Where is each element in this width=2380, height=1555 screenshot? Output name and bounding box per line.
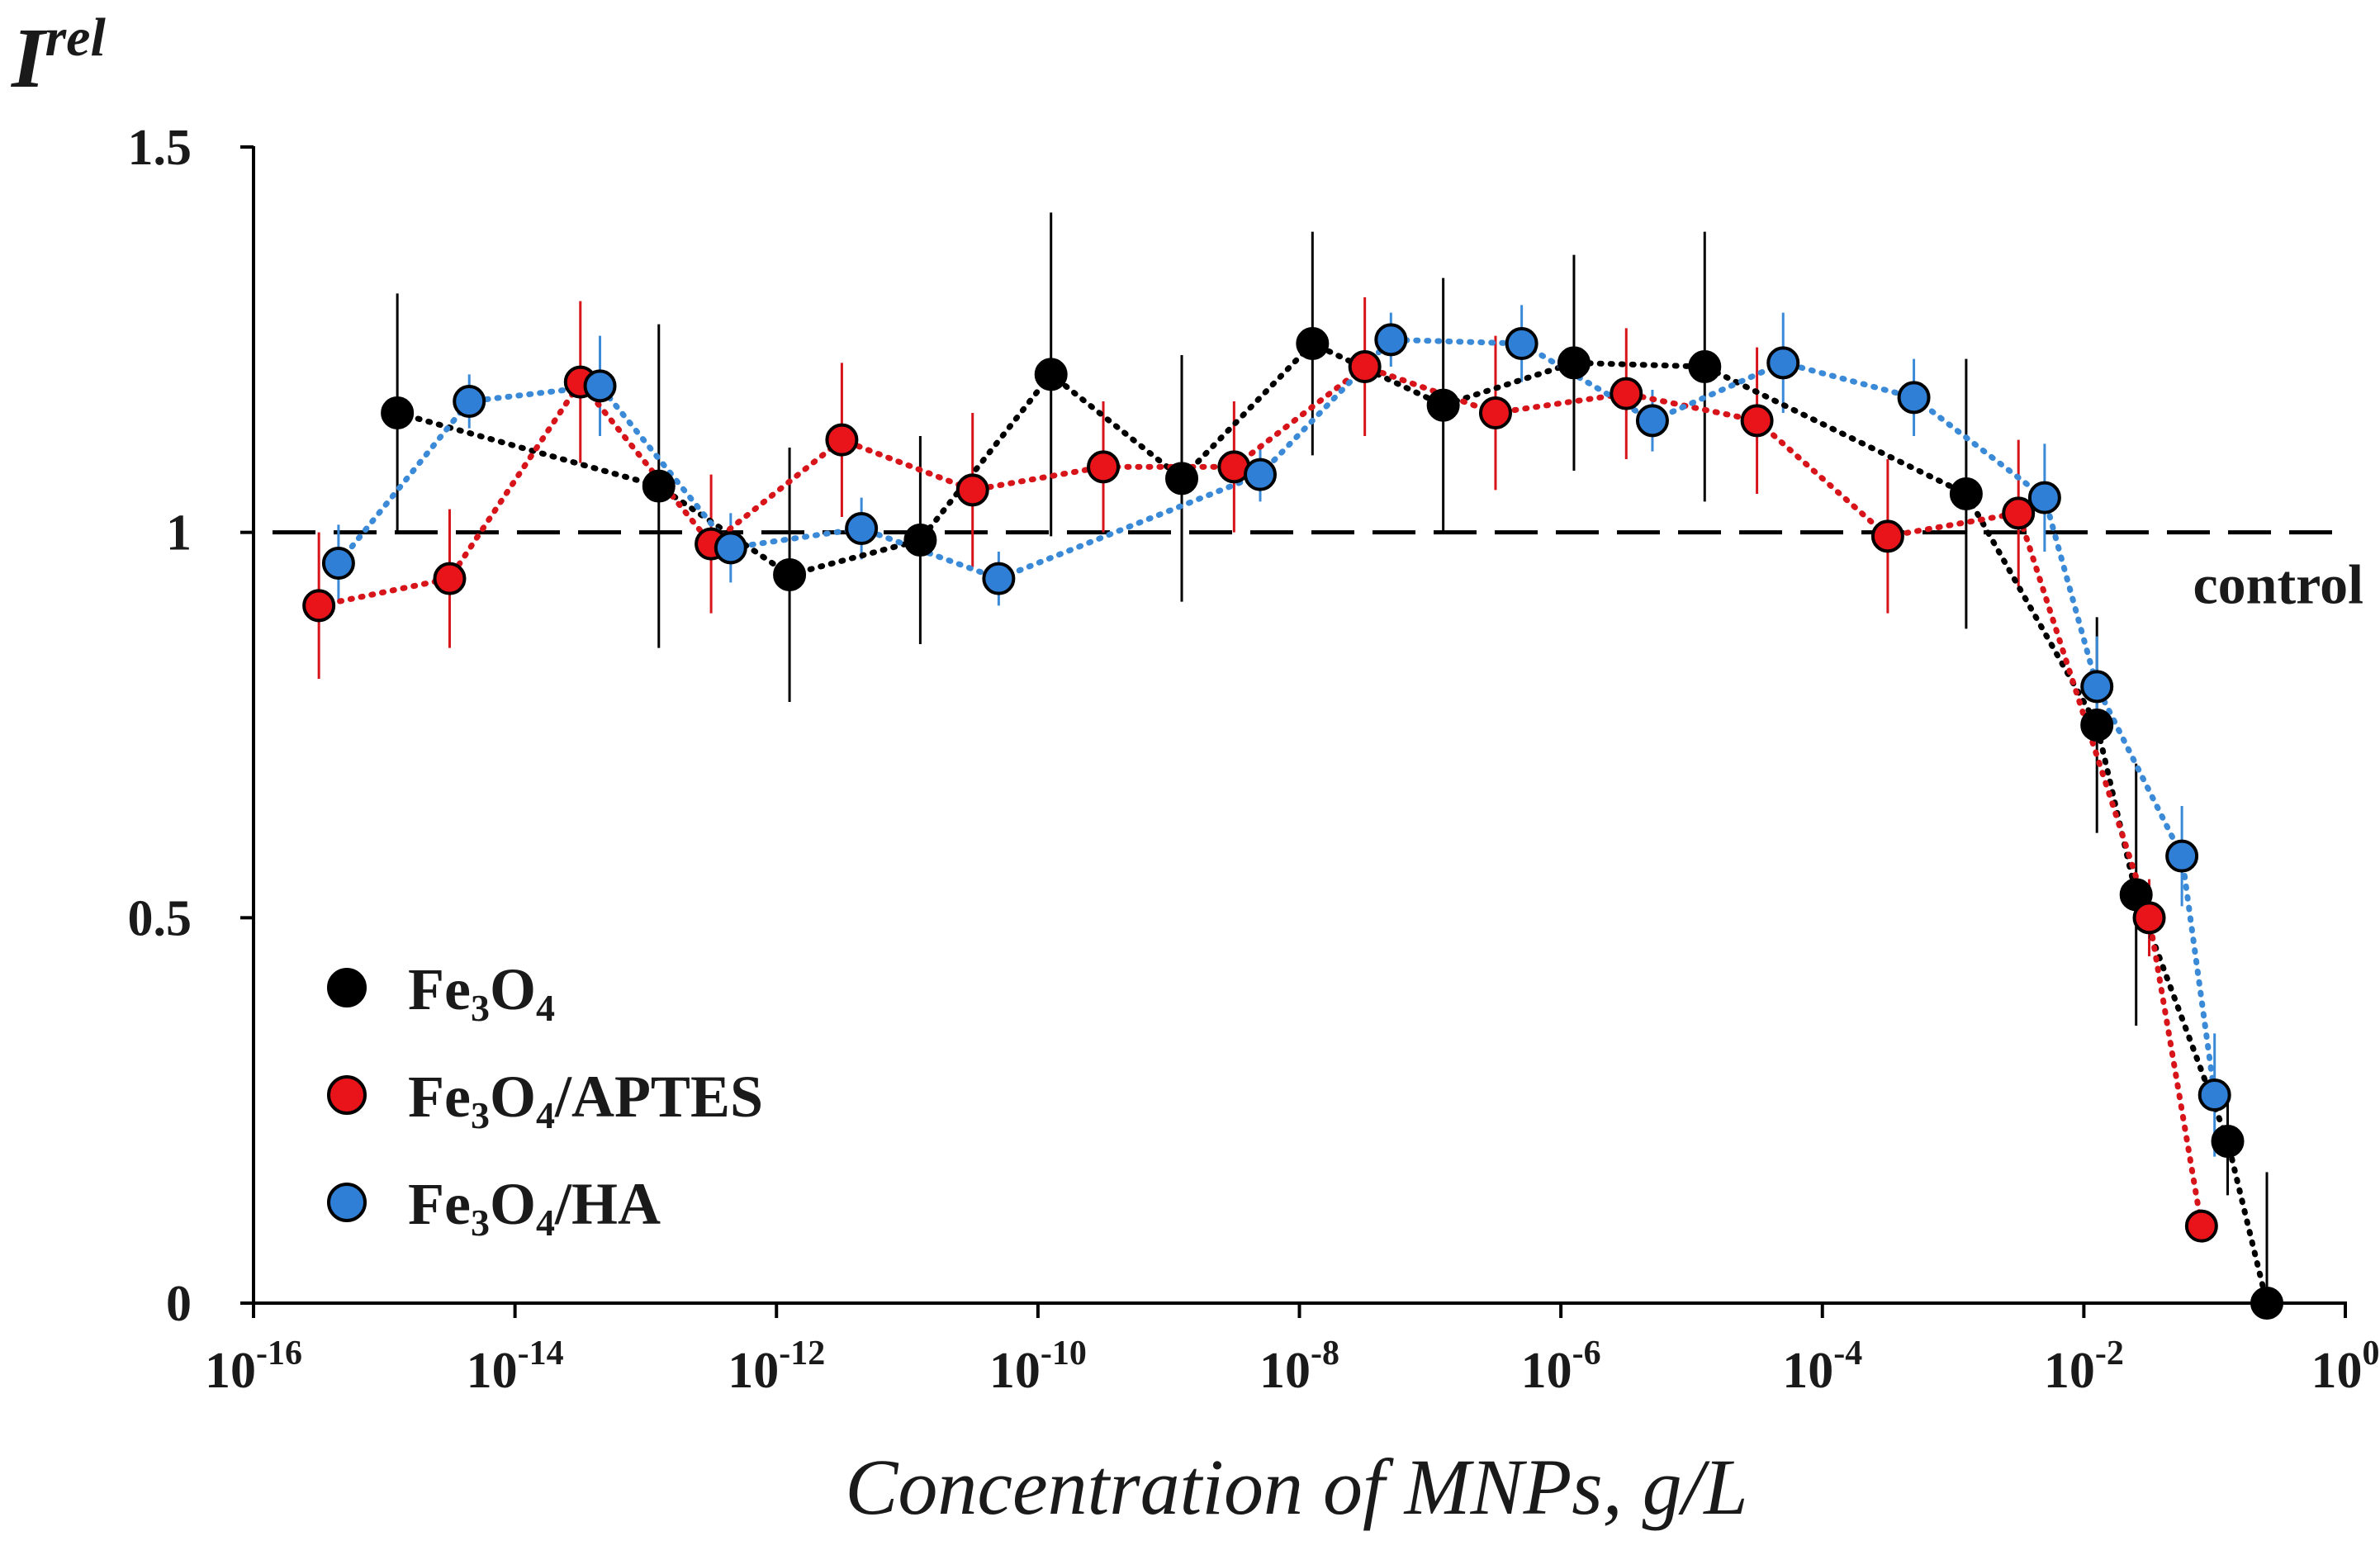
series-markers-2 [321, 323, 2231, 1112]
data-point [302, 589, 336, 623]
data-point [773, 558, 807, 591]
series-line-0 [394, 339, 2270, 1306]
data-point [2002, 496, 2036, 530]
data-point [1034, 358, 1068, 391]
series-line-1 [315, 363, 2205, 1230]
series-layer [302, 212, 2284, 1320]
data-point [1740, 404, 1774, 438]
data-point [2250, 1287, 2284, 1320]
data-point [1870, 519, 1904, 553]
data-point [1635, 404, 1669, 438]
data-point [1766, 346, 1800, 380]
legend: Fe3O4 Fe3O4/APTES Fe3O4/HA [327, 956, 763, 1244]
data-point [1688, 350, 1722, 383]
data-point [2165, 839, 2199, 873]
data-point [1897, 381, 1931, 415]
data-point [903, 524, 937, 557]
data-point [1478, 396, 1512, 429]
series-errorbars-0 [396, 212, 2269, 1303]
data-point [453, 385, 486, 418]
data-point [955, 473, 989, 507]
x-tick-label: 10-12 [728, 1335, 825, 1399]
x-tick-label: 10-10 [989, 1335, 1087, 1399]
control-label: control [2193, 553, 2364, 616]
data-point [2027, 481, 2061, 514]
x-tick-label: 10-4 [1782, 1335, 1862, 1399]
series-line-2 [335, 336, 2218, 1098]
data-point [982, 562, 1016, 595]
y-tick-label: 1 [166, 505, 192, 562]
legend-marker [327, 1183, 367, 1222]
data-point [1557, 346, 1591, 380]
data-point [321, 547, 355, 580]
data-point [1426, 388, 1460, 422]
data-point [2132, 901, 2166, 935]
x-tick-label: 10-8 [1259, 1335, 1339, 1399]
data-point [1374, 323, 1408, 357]
x-tick-label: 10-2 [2044, 1335, 2124, 1399]
series-markers-1 [302, 350, 2218, 1243]
y-axis-title: Irel [10, 7, 106, 106]
data-point [1244, 457, 1278, 491]
x-axis-title: Concentration of MNPs, g/L [845, 1443, 1747, 1531]
legend-label: Fe3O4/HA [408, 1171, 661, 1244]
data-point [1505, 327, 1538, 360]
data-point [381, 396, 415, 429]
legend-label: Fe3O4/APTES [408, 1064, 763, 1136]
x-tick-label: 10-6 [1521, 1335, 1601, 1399]
data-point [1348, 350, 1382, 383]
y-tick-label: 1.5 [128, 120, 192, 176]
y-tick-label: 0 [166, 1276, 192, 1332]
y-tick-label: 0.5 [128, 890, 192, 946]
legend-label: Fe3O4 [408, 956, 555, 1029]
data-point [642, 469, 676, 503]
x-tick-label: 100 [2311, 1335, 2380, 1399]
data-point [714, 531, 747, 565]
x-tick-label: 10-14 [467, 1335, 564, 1399]
data-point [2184, 1209, 2218, 1243]
legend-marker [327, 1075, 367, 1115]
data-point [2080, 670, 2114, 704]
data-point [583, 369, 617, 403]
data-point [845, 512, 879, 545]
control-reference: control [273, 530, 2364, 616]
y-ticks: 0 0.5 1 1.5 [128, 120, 254, 1332]
data-point [825, 423, 859, 457]
data-point [1949, 477, 1983, 510]
data-point [2197, 1079, 2231, 1112]
x-ticks: 10-16 10-14 10-12 10-10 10-8 10-6 10-4 10-2 100 [205, 1303, 2380, 1399]
data-point [1087, 450, 1121, 484]
data-point [2080, 709, 2114, 742]
series-markers-0 [381, 327, 2284, 1320]
data-point [433, 562, 467, 595]
data-point [1296, 327, 1330, 360]
data-point [2211, 1125, 2245, 1158]
data-point [1610, 377, 1643, 410]
legend-marker [327, 968, 367, 1007]
x-tick-label: 10-16 [205, 1335, 302, 1399]
data-point [1165, 462, 1199, 495]
